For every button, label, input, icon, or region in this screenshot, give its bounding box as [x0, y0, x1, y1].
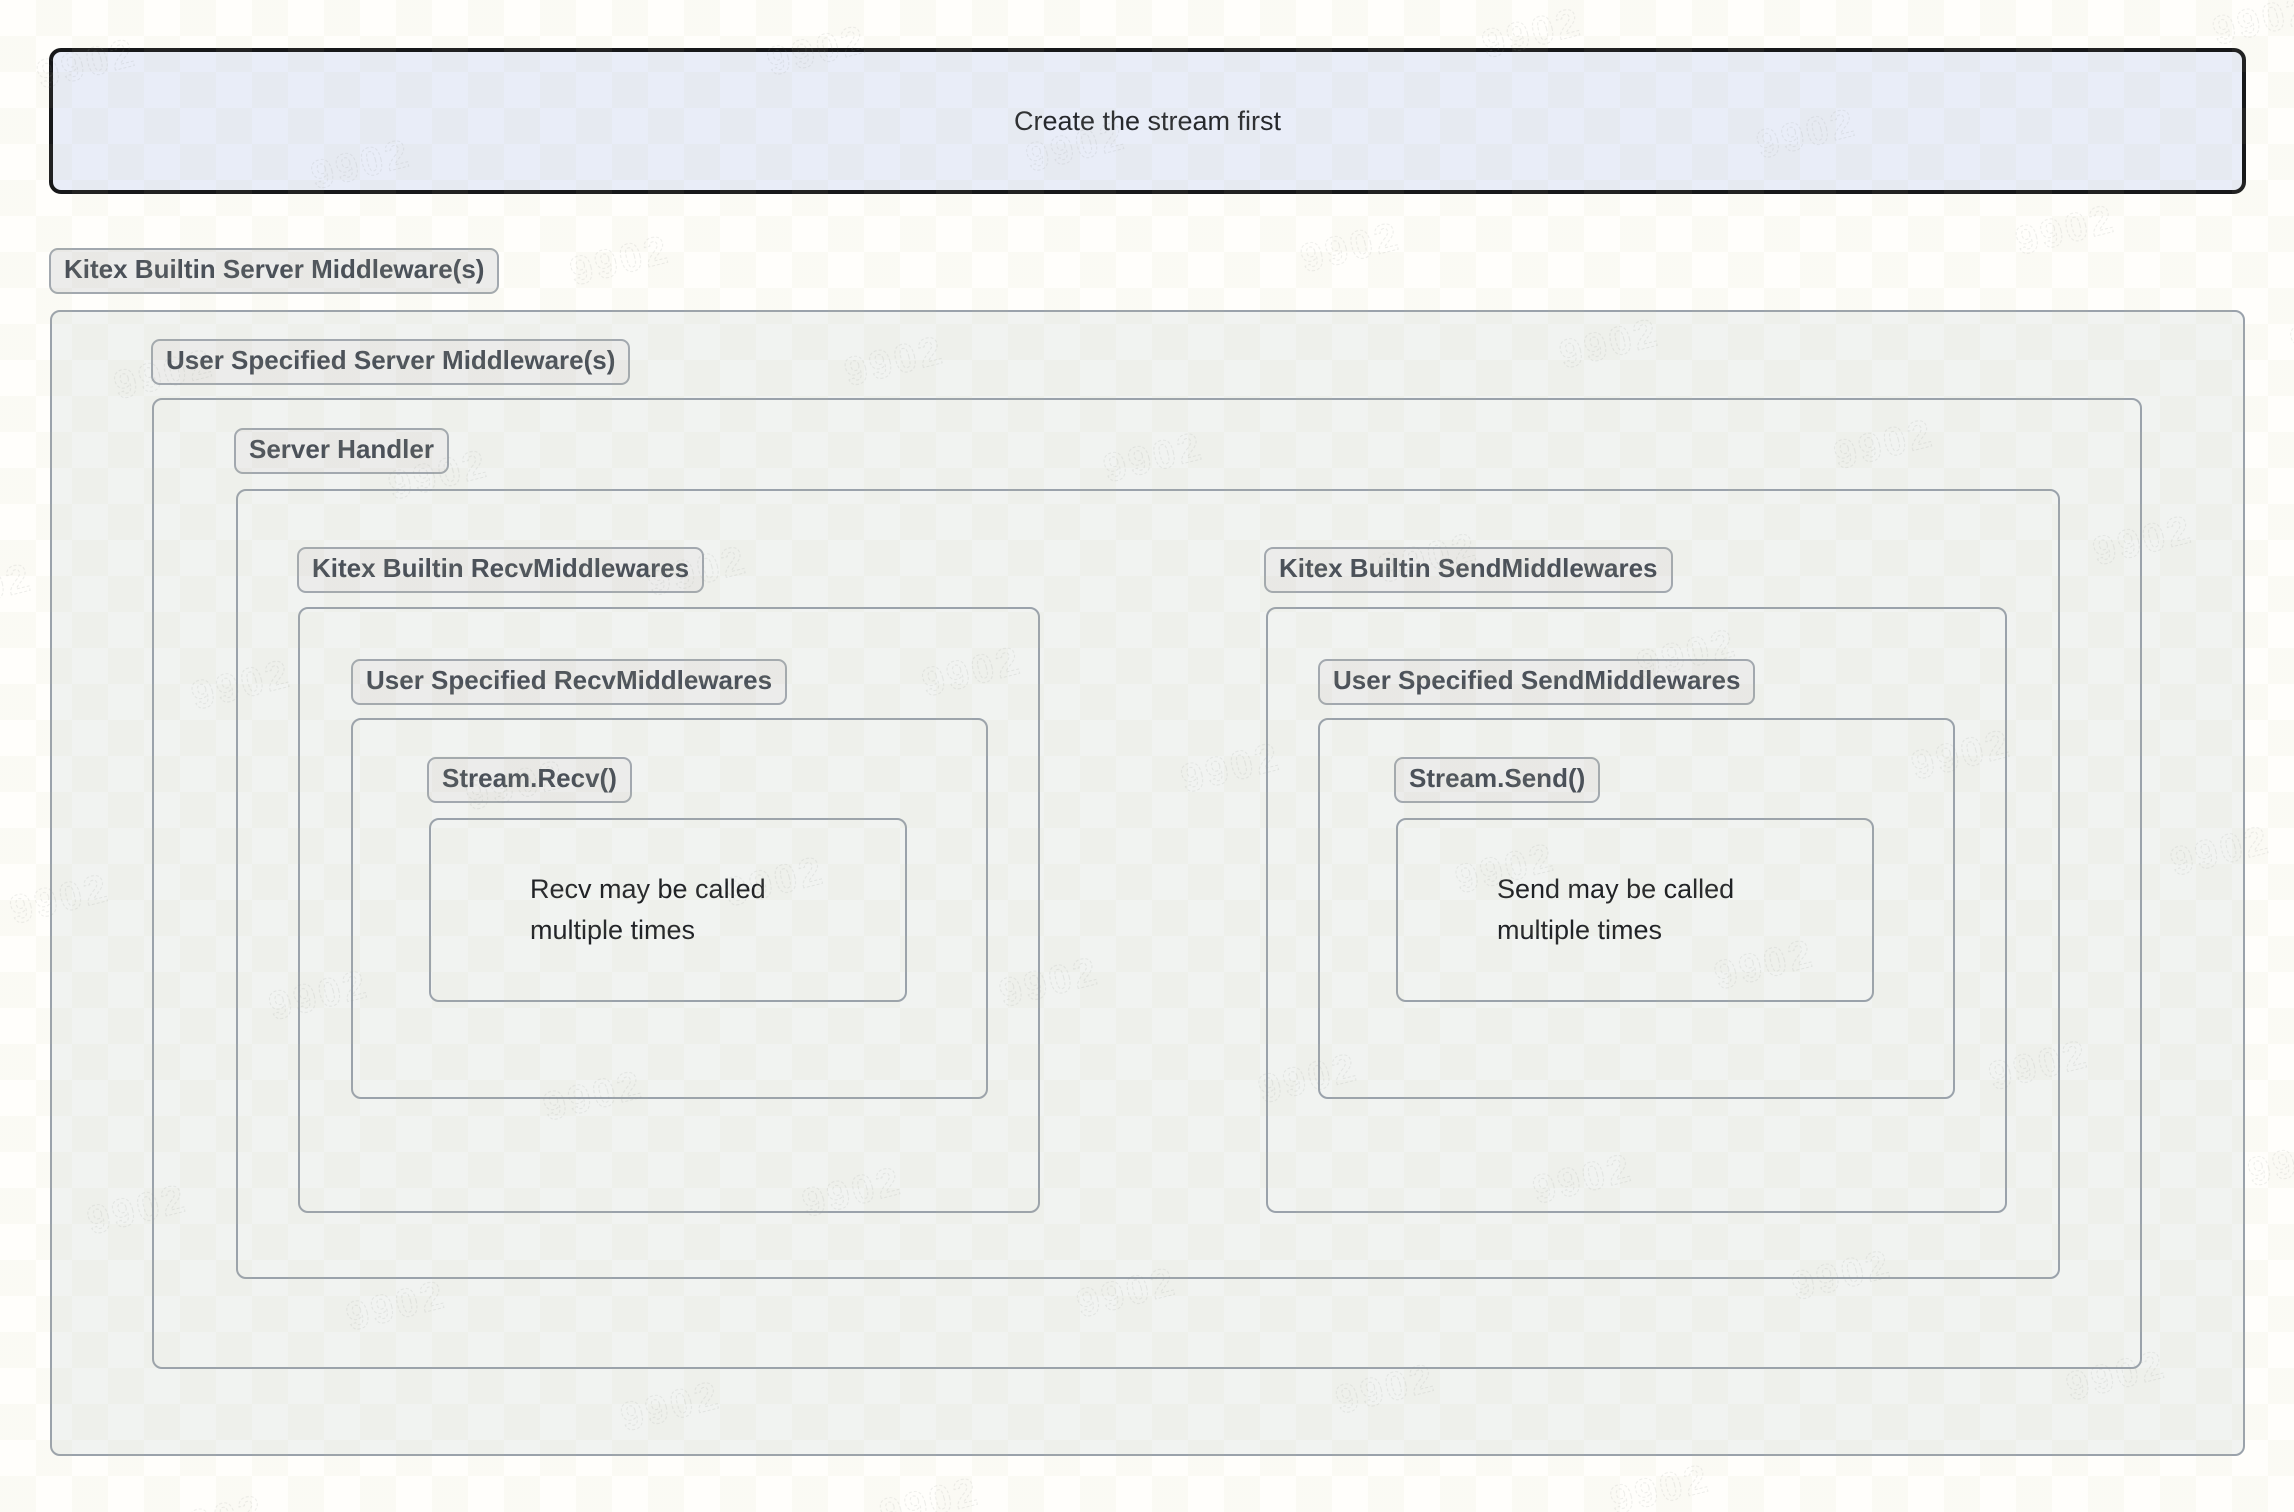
send-note-wrap: Send may be called multiple times [1398, 820, 1872, 1000]
label-stream-send: Stream.Send() [1394, 757, 1601, 803]
label-stream-recv: Stream.Recv() [427, 757, 632, 803]
recv-note-wrap: Recv may be called multiple times [431, 820, 905, 1000]
stream-recv-box: Recv may be called multiple times [429, 818, 907, 1002]
label-kitex-builtin-server-middlewares: Kitex Builtin Server Middleware(s) [49, 248, 500, 294]
send-note-text: Send may be called multiple times [1497, 873, 1735, 945]
label-kitex-builtin-recv-middlewares: Kitex Builtin RecvMiddlewares [297, 547, 705, 593]
create-stream-banner: Create the stream first [49, 48, 2246, 194]
create-stream-banner-text: Create the stream first [1013, 105, 1282, 136]
stream-send-box: Send may be called multiple times [1396, 818, 1874, 1002]
label-kitex-builtin-send-middlewares: Kitex Builtin SendMiddlewares [1264, 547, 1673, 593]
label-user-specified-send-middlewares: User Specified SendMiddlewares [1318, 659, 1756, 705]
label-user-specified-recv-middlewares: User Specified RecvMiddlewares [351, 659, 788, 705]
label-server-handler: Server Handler [234, 428, 449, 474]
recv-note-text: Recv may be called multiple times [530, 873, 766, 945]
label-user-specified-server-middlewares: User Specified Server Middleware(s) [151, 339, 631, 385]
